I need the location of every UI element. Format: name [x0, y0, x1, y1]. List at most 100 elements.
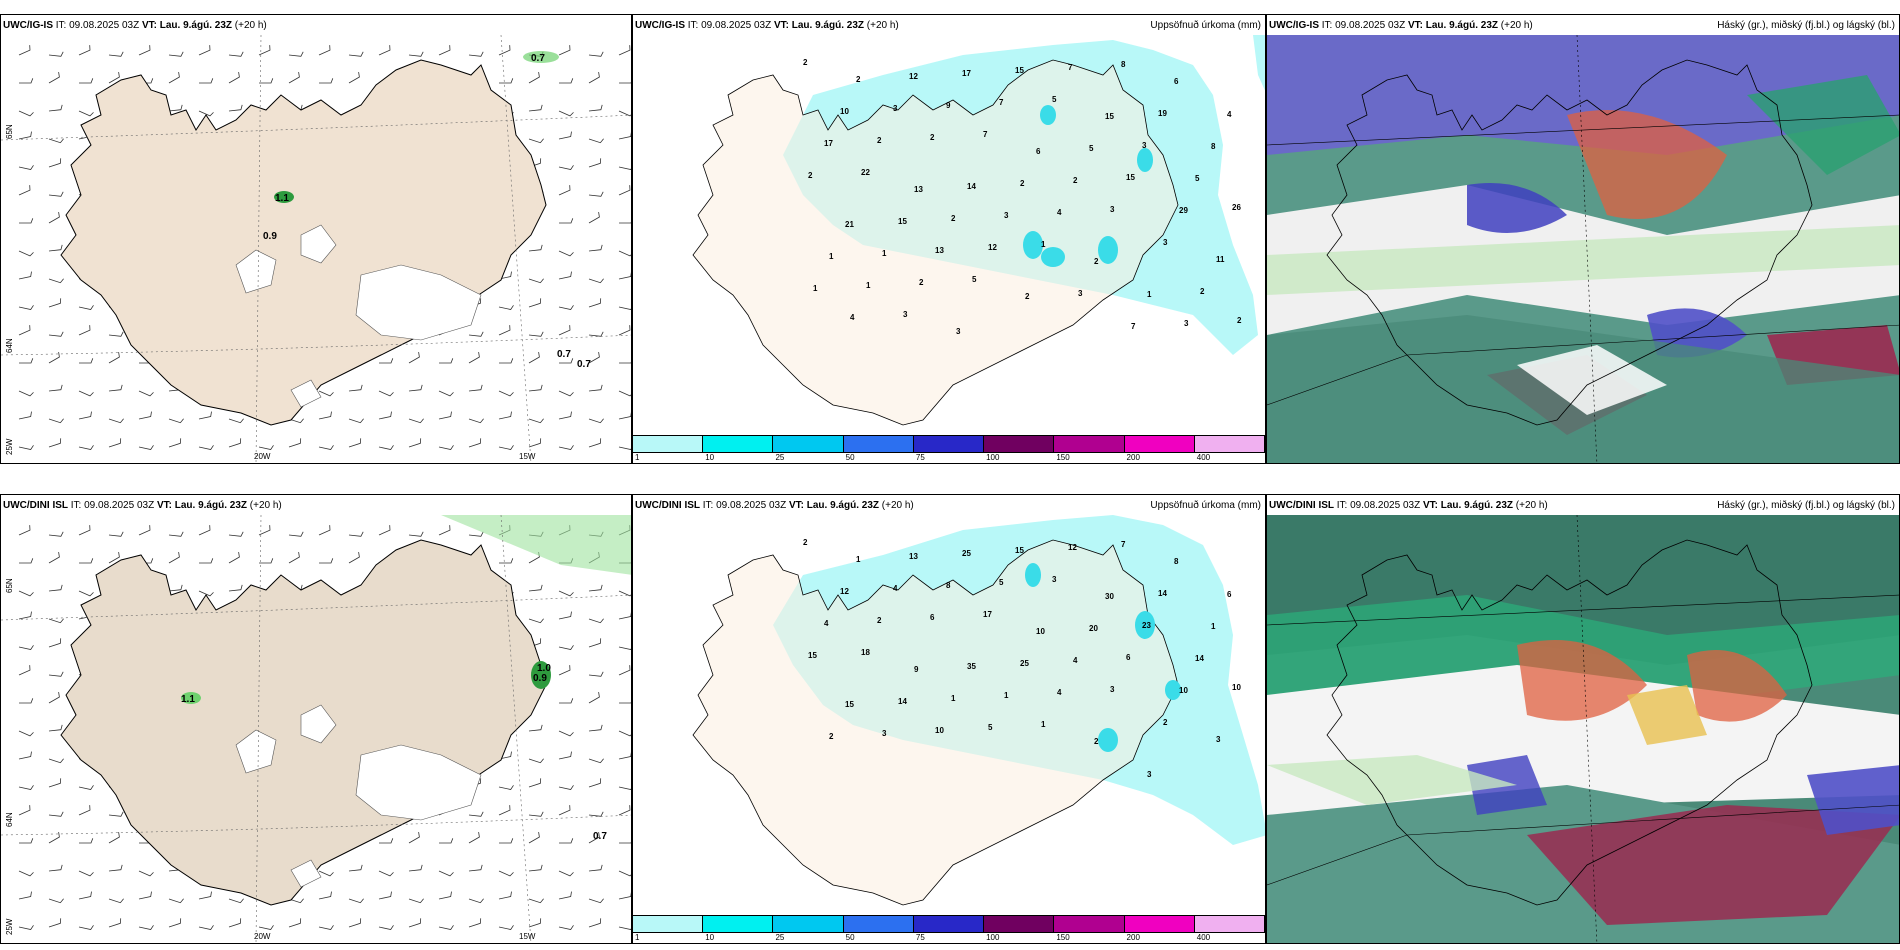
wind-barb	[499, 78, 514, 84]
wind-barb	[168, 438, 182, 448]
wind-barb	[108, 72, 120, 84]
wind-barb	[108, 898, 124, 904]
wind-barb	[498, 305, 514, 310]
wind-barb	[558, 110, 574, 117]
wind-barb	[348, 898, 364, 904]
wind-barb	[559, 698, 574, 704]
precip-value: 2	[803, 538, 808, 547]
wind-barb	[108, 552, 120, 564]
precip-value: 2	[829, 732, 834, 741]
wind-barb	[108, 331, 124, 337]
wind-barb	[108, 352, 120, 364]
wind-barb	[498, 891, 512, 900]
precip-value: 2	[808, 171, 813, 180]
precip-panel-top: UWC/IG-IS IT: 09.08.2025 03Z VT: Lau. 9.…	[632, 14, 1266, 464]
iceland-landmass	[692, 59, 1179, 426]
precip-value: 6	[1126, 653, 1131, 662]
wind-barb	[528, 352, 540, 364]
wind-barb	[228, 438, 242, 448]
wind-barb	[348, 51, 364, 57]
precip-hotspots	[1023, 105, 1153, 267]
wind-barb	[168, 552, 180, 564]
precip-value: 3	[893, 104, 898, 113]
wind-barb	[498, 925, 514, 930]
wind-barb	[18, 925, 34, 930]
wind-barb	[618, 390, 631, 397]
wind-barb	[258, 525, 271, 536]
wind-barb	[618, 926, 631, 930]
wind-barb	[588, 864, 603, 872]
wind-barb	[18, 590, 34, 597]
wind-barb	[588, 758, 604, 764]
wind-barb	[18, 411, 32, 420]
wind-barb	[438, 925, 454, 930]
cloud-panel-top: UWC/IG-IS IT: 09.08.2025 03Z VT: Lau. 9.…	[1266, 14, 1900, 464]
wind-barb	[348, 918, 362, 928]
wind-barb	[498, 805, 511, 816]
colorbar-labels: 1 10 25 50 75 100 150 200 400	[633, 933, 1265, 943]
wind-barb	[378, 925, 394, 930]
wind-barb	[378, 390, 394, 397]
precip-value: 8	[1174, 557, 1179, 566]
wind-barb	[558, 131, 572, 140]
wind-barb	[588, 618, 604, 624]
wind-barb	[408, 384, 423, 392]
precip-value: 5	[988, 723, 993, 732]
wind-barb	[468, 384, 483, 392]
wind-barb	[438, 390, 454, 397]
wind-barb	[48, 898, 64, 904]
wind-barb	[48, 832, 60, 844]
wind-barb	[48, 552, 60, 564]
precip-value: 3	[1110, 685, 1115, 694]
precip-value: 22	[861, 168, 870, 177]
wind-barb	[558, 185, 571, 196]
wind-barb	[199, 78, 214, 84]
wind-barb	[348, 531, 364, 537]
precip-value: 1	[829, 252, 834, 261]
wind-barb	[618, 665, 631, 676]
precip-value: 2	[1163, 718, 1168, 727]
wind-barb	[498, 870, 514, 877]
svg-text:0.7: 0.7	[593, 831, 607, 842]
colorbar-segment	[703, 436, 774, 452]
precip-value: 17	[824, 139, 833, 148]
wind-barb	[408, 51, 424, 57]
wind-barb	[48, 331, 64, 337]
wind-barb	[378, 445, 394, 450]
precip-value: 2	[1200, 287, 1205, 296]
wind-barb	[78, 891, 92, 900]
precip-value: 10	[935, 726, 944, 735]
colorbar-segment	[773, 916, 844, 932]
wind-barb	[558, 305, 574, 310]
wind-barb	[48, 51, 64, 57]
wind-barb	[558, 390, 574, 397]
wind-barb	[78, 925, 94, 930]
colorbar-label: 25	[775, 933, 785, 942]
wind-barb	[18, 325, 31, 336]
lon-label: 20W	[254, 452, 271, 461]
wind-barb	[168, 584, 183, 592]
precip-value: 4	[850, 313, 855, 322]
wind-barb	[198, 590, 214, 597]
wind-barb	[618, 646, 631, 650]
graticule	[1267, 515, 1899, 943]
wind-barb	[498, 271, 512, 280]
wind-barb	[498, 390, 514, 397]
wind-barb	[618, 325, 631, 336]
wind-barb	[618, 612, 631, 620]
wind-barb	[498, 445, 514, 450]
wind-barb	[18, 785, 34, 790]
wind-map: 0.7 1.1 0.9 0.7 0.7	[1, 35, 631, 463]
wind-barb	[438, 870, 454, 877]
wind-barb	[379, 358, 394, 364]
wind-barb	[168, 898, 184, 904]
wind-barb	[408, 918, 422, 928]
precip-value: 12	[909, 72, 918, 81]
wind-barb	[79, 838, 94, 844]
wind-barb	[168, 531, 184, 537]
lat-label: 64N	[5, 338, 14, 353]
wind-barb	[78, 590, 94, 597]
